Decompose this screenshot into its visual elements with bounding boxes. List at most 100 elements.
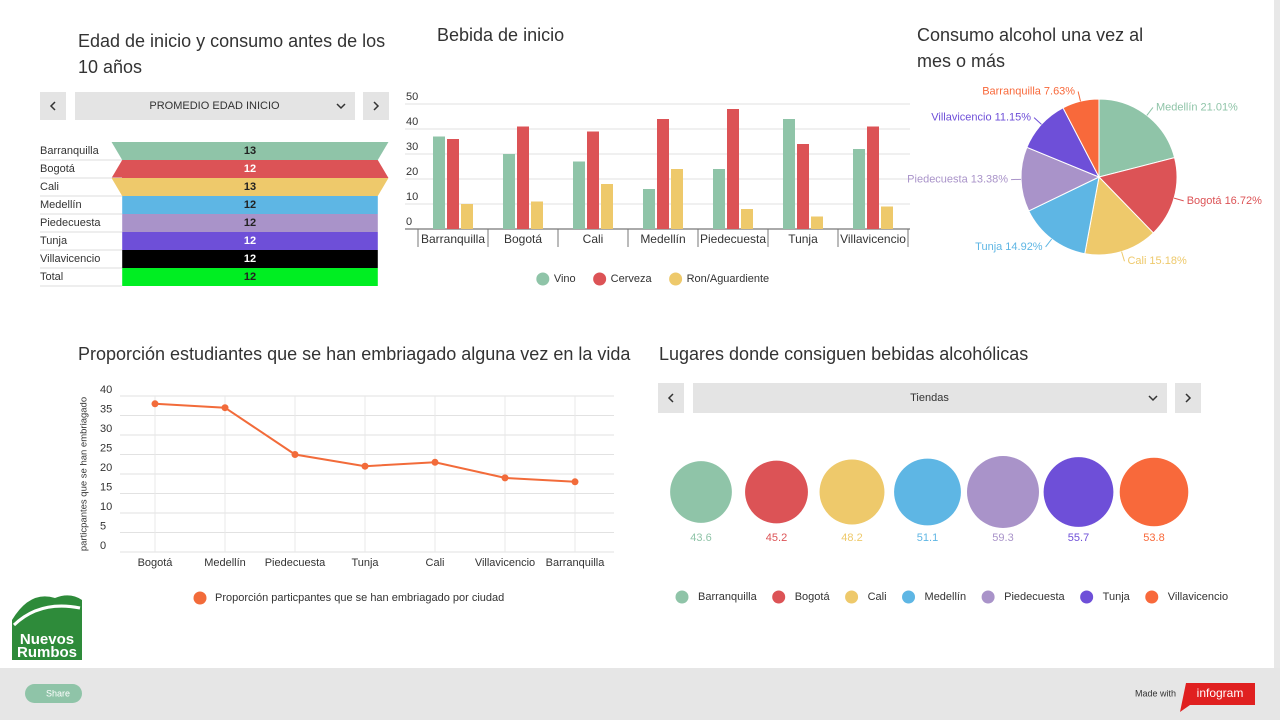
dropdown[interactable]	[693, 383, 1167, 413]
slice-name: Tunja	[975, 241, 1003, 253]
share-button[interactable]	[25, 684, 82, 703]
y-tick-label: 10	[406, 191, 418, 203]
category-label: Villavicencio	[40, 253, 100, 265]
y-tick-label: 25	[100, 442, 112, 454]
bar	[741, 209, 753, 229]
y-tick-label: 50	[406, 91, 418, 103]
prev-button[interactable]	[40, 92, 66, 120]
legend-label: Bogotá	[795, 591, 831, 603]
bar	[643, 189, 655, 229]
point	[361, 462, 369, 470]
legend-label: Tunja	[1103, 591, 1131, 603]
funnel-segment	[111, 160, 389, 178]
bar	[881, 206, 893, 229]
bar	[447, 139, 459, 229]
y-tick-label: 40	[406, 116, 418, 128]
y-tick-label: 30	[100, 423, 112, 435]
leader-line	[1045, 238, 1053, 248]
value-label: 43.6	[690, 532, 711, 544]
bubble	[670, 461, 732, 523]
value-label: 12	[244, 271, 256, 283]
slice-label: Villavicencio 11.15%	[931, 112, 1031, 124]
legend-label: Cali	[868, 591, 887, 603]
y-tick-label: 5	[100, 520, 106, 532]
bar	[853, 149, 865, 229]
slice-value: 16.72%	[1225, 195, 1263, 207]
next-button[interactable]	[363, 92, 389, 120]
point	[151, 400, 159, 408]
dropdown[interactable]	[75, 92, 355, 120]
legend-label: Vino	[554, 273, 576, 285]
scrollbar	[1274, 0, 1280, 668]
point	[431, 458, 439, 466]
legend-swatch	[981, 590, 995, 604]
bubble	[894, 458, 961, 526]
pie-slice	[1028, 176, 1100, 255]
bar	[531, 201, 543, 229]
leader-line	[1033, 117, 1042, 125]
prev-button[interactable]	[658, 383, 684, 413]
pie-slice	[1062, 98, 1100, 178]
pie-slice	[1098, 98, 1176, 178]
legend-label: Proporción particpantes que se han embri…	[215, 592, 504, 604]
slice-label: Medellín 21.01%	[1156, 101, 1238, 113]
point	[501, 474, 509, 482]
x-tick-label: Tunja	[351, 557, 379, 569]
pie-slice	[1098, 157, 1178, 234]
legend-swatch	[669, 272, 683, 286]
bubble	[1043, 457, 1114, 527]
y-tick-label: 0	[100, 540, 106, 552]
slice-value: 7.63%	[1044, 85, 1075, 97]
bar	[601, 184, 613, 229]
slice-value: 15.18%	[1149, 255, 1187, 267]
bar	[587, 131, 599, 229]
category-label: Total	[40, 271, 63, 283]
next-icon	[373, 101, 380, 111]
x-tick-label: Medellín	[640, 232, 685, 246]
logo-line1: Nuevos	[20, 631, 74, 648]
bar	[811, 216, 823, 229]
bar	[727, 109, 739, 229]
category-label: Piedecuesta	[40, 217, 101, 229]
y-tick-label: 20	[100, 462, 112, 474]
value-label: 48.2	[841, 532, 862, 544]
bar	[433, 136, 445, 229]
value-label: 55.7	[1068, 532, 1089, 544]
value-label: 53.8	[1143, 532, 1164, 544]
made-with: Made with	[1135, 688, 1176, 698]
funnel-segment	[122, 232, 378, 250]
y-tick-label: 0	[406, 216, 412, 228]
dropdown-label[interactable]: PROMEDIO EDAD INICIO	[149, 100, 280, 112]
value-label: 13	[244, 181, 256, 193]
x-tick-label: Bogotá	[138, 557, 174, 569]
y-axis-title: particpantes que se han embriagado	[79, 397, 90, 551]
chart-title: Consumo alcohol una vez al mes o más	[917, 25, 1144, 71]
legend-swatch	[902, 590, 916, 604]
brand-badge[interactable]	[1180, 683, 1255, 712]
value-label: 59.3	[992, 532, 1013, 544]
value-label: 45.2	[766, 532, 787, 544]
legend-item: Vino	[536, 272, 576, 286]
dropdown-label[interactable]: Tiendas	[910, 392, 949, 404]
share-label[interactable]: Share	[46, 688, 70, 698]
chart-title: Proporción estudiantes que se han embria…	[78, 344, 631, 364]
point	[221, 404, 229, 412]
funnel-segment	[111, 142, 389, 160]
funnel-segment	[122, 196, 378, 214]
slice-label: Barranquilla 7.63%	[982, 85, 1075, 97]
category-label: Barranquilla	[40, 145, 100, 157]
slice-value: 11.15%	[995, 112, 1032, 124]
legend-label: Cerveza	[611, 273, 653, 285]
bar	[517, 126, 529, 229]
y-tick-label: 35	[100, 403, 112, 415]
brand-label[interactable]: infogram	[1197, 686, 1244, 700]
next-button[interactable]	[1175, 383, 1201, 413]
legend-item: Ron/Aguardiente	[669, 272, 769, 286]
category-label: Tunja	[40, 235, 68, 247]
legend-label: Villavicencio	[1168, 591, 1228, 603]
x-tick-label: Barranquilla	[421, 232, 485, 246]
bar	[573, 161, 585, 229]
prev-icon	[49, 101, 56, 111]
dropdown-icon	[336, 103, 346, 110]
